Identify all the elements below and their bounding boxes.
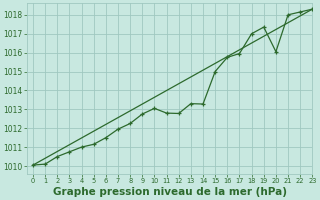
X-axis label: Graphe pression niveau de la mer (hPa): Graphe pression niveau de la mer (hPa)	[52, 187, 287, 197]
